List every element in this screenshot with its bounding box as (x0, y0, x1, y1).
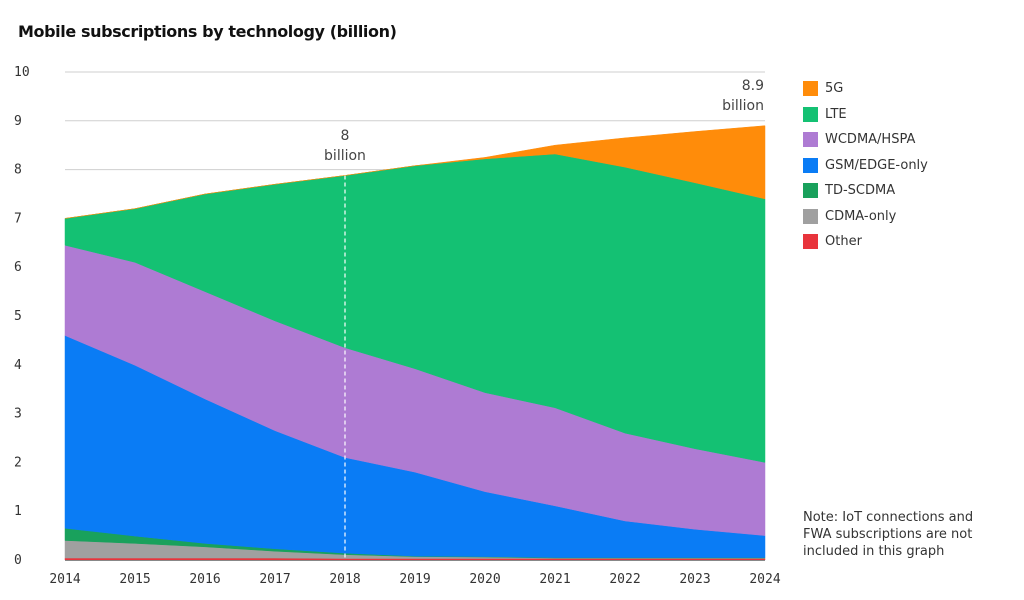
legend-label: WCDMA/HSPA (825, 132, 916, 148)
y-tick-label: 7 (14, 211, 22, 226)
legend-label: 5G (825, 81, 844, 97)
x-tick-label: 2020 (469, 572, 500, 587)
x-tick-label: 2022 (609, 572, 640, 587)
annotation-unit: billion (722, 98, 764, 114)
x-tick-label: 2017 (259, 572, 290, 587)
y-tick-label: 0 (14, 553, 22, 568)
y-tick-label: 8 (14, 163, 22, 178)
x-tick-label: 2014 (49, 572, 80, 587)
x-tick-label: 2021 (539, 572, 570, 587)
chart-note: Note: IoT connections and FWA subscripti… (803, 510, 974, 559)
legend-swatch (803, 208, 818, 224)
legend-item: CDMA-only (803, 204, 928, 230)
legend-label: TD-SCDMA (825, 183, 896, 199)
y-tick-label: 6 (14, 260, 22, 275)
y-tick-label: 1 (14, 504, 22, 519)
chart-legend: 5G LTE WCDMA/HSPA GSM/EDGE-only TD-SCDMA CDMA… (803, 76, 928, 255)
legend-item: GSM/EDGE-only (803, 153, 928, 179)
legend-swatch (803, 106, 818, 122)
legend-label: CDMA-only (825, 208, 897, 224)
y-tick-label: 3 (14, 407, 22, 422)
legend-item: LTE (803, 102, 928, 128)
legend-label: Other (825, 234, 862, 250)
y-tick-label: 2 (14, 455, 22, 470)
y-tick-label: 10 (14, 65, 30, 80)
legend-swatch (803, 157, 818, 173)
x-tick-label: 2023 (679, 572, 710, 587)
area-5g (64, 125, 766, 219)
legend-item: TD-SCDMA (803, 178, 928, 204)
x-tick-label: 2024 (749, 572, 780, 587)
legend-item: WCDMA/HSPA (803, 127, 928, 153)
y-tick-label: 4 (14, 358, 22, 373)
legend-swatch (803, 81, 818, 97)
x-tick-label: 2019 (399, 572, 430, 587)
x-tick-label: 2015 (119, 572, 150, 587)
y-tick-label: 5 (14, 309, 22, 324)
annotation-value: 8 (341, 128, 350, 144)
legend-item: Other (803, 229, 928, 255)
legend-label: LTE (825, 106, 847, 122)
legend-label: GSM/EDGE-only (825, 157, 928, 173)
legend-swatch (803, 183, 818, 199)
chart-title: Mobile subscriptions by technology (bill… (18, 22, 397, 41)
y-tick-label: 9 (14, 114, 22, 129)
x-tick-label: 2018 (329, 572, 360, 587)
legend-swatch (803, 132, 818, 148)
x-tick-label: 2016 (189, 572, 220, 587)
annotation-value: 8.9 (742, 78, 764, 94)
annotation-unit: billion (324, 148, 366, 164)
legend-item: 5G (803, 76, 928, 102)
areas (64, 125, 766, 561)
legend-swatch (803, 234, 818, 250)
